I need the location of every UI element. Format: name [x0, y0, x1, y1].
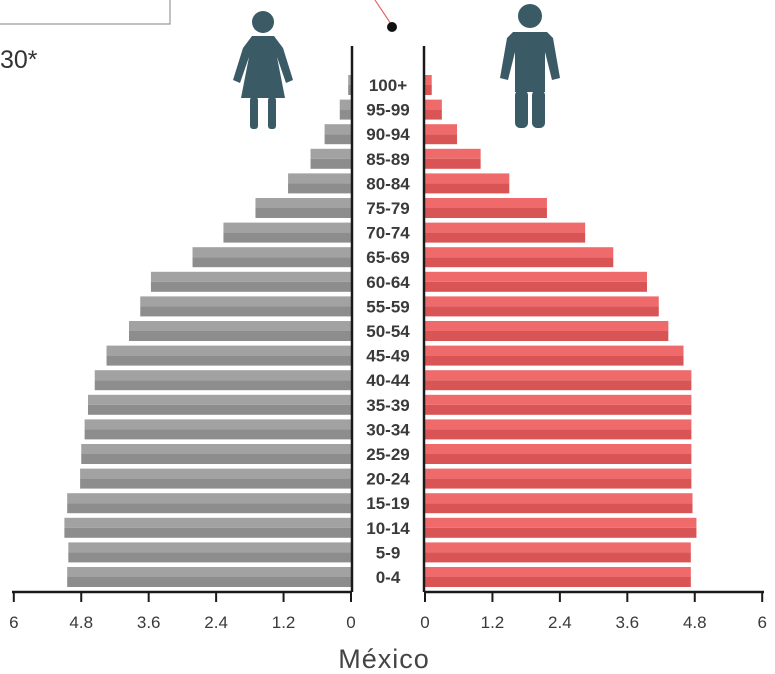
female-bar-80-84	[288, 173, 351, 194]
male-bar-35-39	[425, 394, 692, 415]
age-label-10-14: 10-14	[366, 519, 410, 538]
male-bar-55-59	[425, 296, 659, 317]
age-label-5-9: 5-9	[376, 543, 401, 562]
left-tick-label: 0	[346, 613, 355, 632]
pointer-line	[374, 0, 392, 25]
age-label-50-54: 50-54	[366, 322, 410, 341]
female-bar-10-14	[64, 517, 351, 538]
female-bar-30-34	[84, 419, 351, 440]
male-bar-60-64	[425, 271, 647, 292]
female-bar-25-29	[81, 444, 352, 464]
right-tick-label: 6	[757, 613, 766, 632]
male-bar-65-69	[425, 247, 614, 268]
female-bar-55-59	[140, 296, 351, 317]
age-group-labels: 0-4 5-9 10-14 15-19 20-24 25-29 30-34 35-39 40-4…	[366, 76, 410, 587]
male-bar-85-89	[425, 148, 481, 169]
female-bar-5-9	[68, 542, 352, 563]
chart-title: México	[338, 644, 430, 674]
female-bar-85-89	[310, 148, 351, 169]
right-tick-label: 3.6	[615, 613, 639, 632]
age-label-60-64: 60-64	[366, 273, 410, 292]
female-bar-20-24	[80, 468, 351, 489]
female-bar-70-74	[223, 222, 351, 243]
age-label-25-29: 25-29	[366, 445, 409, 464]
age-label-20-24: 20-24	[366, 470, 410, 489]
age-label-0-4: 0-4	[376, 568, 401, 587]
age-label-15-19: 15-19	[366, 494, 409, 513]
left-tick-label: 4.8	[69, 613, 93, 632]
age-label-65-69: 65-69	[366, 248, 409, 267]
male-bar-80-84	[425, 173, 510, 194]
right-tick-label: 0	[420, 613, 429, 632]
female-bar-90-94	[324, 124, 351, 145]
male-bar-5-9	[425, 542, 691, 563]
left-tick-label: 1.2	[272, 613, 296, 632]
male-bar-75-79	[425, 198, 547, 218]
female-bar-65-69	[192, 247, 351, 268]
male-bar-30-34	[425, 419, 692, 440]
female-bar-0-4	[67, 567, 351, 587]
male-bar-15-19	[425, 493, 693, 514]
age-label-30-34: 30-34	[366, 420, 410, 439]
left-tick-label: 3.6	[137, 613, 161, 632]
male-bar-20-24	[425, 468, 692, 489]
male-bar-100+	[425, 75, 432, 95]
age-label-70-74: 70-74	[366, 224, 410, 243]
female-bar-75-79	[255, 198, 351, 218]
female-bar-95-99	[339, 99, 351, 120]
left-tick-label: 6	[9, 613, 18, 632]
right-tick-label: 1.2	[481, 613, 505, 632]
male-bar-10-14	[425, 517, 697, 538]
age-label-85-89: 85-89	[366, 150, 409, 169]
female-bar-35-39	[87, 394, 351, 415]
male-bar-70-74	[425, 222, 586, 243]
male-bars	[425, 75, 697, 587]
axis-ticks: 6 4.8 3.6 2.4 1.2 0 0 1.2 2.4 3.6 4.8 6	[9, 592, 767, 632]
age-label-95-99: 95-99	[366, 101, 409, 120]
female-bar-100+	[348, 75, 351, 95]
male-bar-90-94	[425, 124, 458, 145]
female-bars	[64, 75, 352, 587]
left-tick-label: 2.4	[204, 613, 228, 632]
age-label-45-49: 45-49	[366, 347, 409, 366]
male-bar-0-4	[425, 567, 691, 587]
male-bar-40-44	[425, 370, 692, 391]
right-tick-label: 4.8	[683, 613, 707, 632]
right-tick-label: 2.4	[548, 613, 572, 632]
age-label-90-94: 90-94	[366, 125, 410, 144]
female-bar-15-19	[67, 493, 351, 514]
age-label-75-79: 75-79	[366, 199, 409, 218]
male-bar-45-49	[425, 345, 684, 366]
male-bar-25-29	[425, 444, 692, 464]
female-bar-60-64	[150, 271, 351, 292]
year-fragment: 30*	[0, 46, 38, 74]
age-label-35-39: 35-39	[366, 396, 409, 415]
female-bar-50-54	[129, 321, 351, 341]
age-label-80-84: 80-84	[366, 174, 410, 193]
female-bar-40-44	[94, 370, 351, 391]
male-bar-95-99	[425, 99, 442, 120]
man-icon	[500, 4, 560, 128]
male-bar-50-54	[425, 321, 669, 341]
woman-icon	[233, 11, 293, 129]
pointer-dot	[387, 22, 397, 32]
frame-corner	[0, 0, 171, 25]
age-label-55-59: 55-59	[366, 297, 409, 316]
female-bar-45-49	[106, 345, 351, 366]
age-label-100+: 100+	[369, 76, 407, 95]
age-label-40-44: 40-44	[366, 371, 410, 390]
